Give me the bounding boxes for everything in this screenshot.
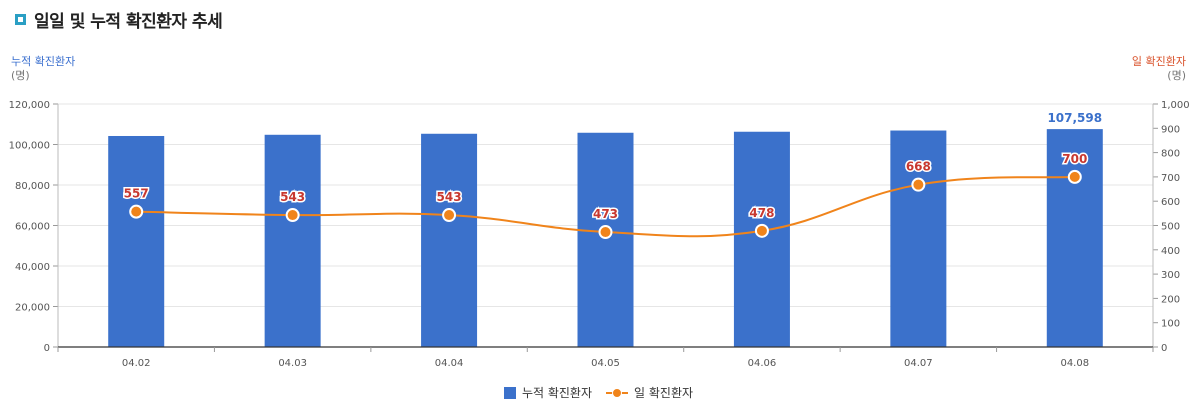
line-data-label: 668 <box>906 160 931 174</box>
bar <box>421 133 478 347</box>
left-tick-label: 80,000 <box>15 181 50 192</box>
chart-header: 일일 및 누적 확진환자 추세 <box>15 7 223 32</box>
right-axis-unit: (명) <box>1167 69 1186 82</box>
right-tick-label: 100 <box>1161 319 1180 330</box>
bar <box>264 134 321 347</box>
right-tick-label: 600 <box>1161 197 1180 208</box>
right-tick-label: 0 <box>1161 343 1167 354</box>
line-point <box>129 204 144 219</box>
legend-label-cumulative: 누적 확진환자 <box>521 386 593 400</box>
right-tick-label: 200 <box>1161 294 1180 305</box>
x-tick-label: 04.07 <box>904 358 933 369</box>
x-tick-label: 04.08 <box>1060 358 1089 369</box>
line-data-label: 473 <box>593 207 618 221</box>
right-tick-label: 700 <box>1161 173 1180 184</box>
right-tick-label: 900 <box>1161 124 1180 135</box>
right-tick-label: 500 <box>1161 222 1180 233</box>
bar <box>1046 129 1103 347</box>
right-axis-label: 일 확진환자 <box>1131 55 1186 68</box>
line-point <box>1067 169 1082 184</box>
bar <box>890 130 947 347</box>
x-tick-label: 04.03 <box>278 358 307 369</box>
left-tick-label: 100,000 <box>9 141 50 152</box>
line-point <box>285 208 300 223</box>
left-tick-label: 60,000 <box>15 222 50 233</box>
line-swatch-icon <box>606 387 629 399</box>
line-data-label: 543 <box>437 190 462 204</box>
x-tick-label: 04.05 <box>591 358 620 369</box>
line-point <box>598 225 613 240</box>
left-axis-unit: (명) <box>11 69 30 82</box>
line-point <box>754 223 769 238</box>
bar-swatch-icon <box>503 386 516 399</box>
bar-data-label: 107,598 <box>1047 111 1102 125</box>
x-tick-label: 04.02 <box>122 358 151 369</box>
line-data-label: 700 <box>1062 152 1087 166</box>
line-point <box>442 208 457 223</box>
left-tick-label: 0 <box>44 343 50 354</box>
right-tick-label: 400 <box>1161 246 1180 257</box>
right-tick-label: 300 <box>1161 270 1180 281</box>
left-axis-title: 누적 확진환자 (명) <box>11 55 75 83</box>
bar <box>733 131 790 347</box>
left-tick-label: 20,000 <box>15 303 50 314</box>
line-data-label: 557 <box>124 187 149 201</box>
x-tick-label: 04.04 <box>435 358 464 369</box>
right-axis-title: 일 확진환자 (명) <box>1132 55 1186 83</box>
line-data-label: 543 <box>280 190 305 204</box>
bar <box>108 135 165 347</box>
chart-title: 일일 및 누적 확진환자 추세 <box>34 12 223 32</box>
right-tick-label: 800 <box>1161 149 1180 160</box>
square-bullet-icon <box>15 14 26 25</box>
left-tick-label: 40,000 <box>15 262 50 273</box>
chart-legend: 누적 확진환자 일 확진환자 <box>0 384 1197 401</box>
bar <box>577 132 634 347</box>
left-tick-label: 120,000 <box>9 100 50 111</box>
line-data-label: 478 <box>749 206 774 220</box>
right-tick-label: 1,000 <box>1161 100 1190 111</box>
legend-item-daily[interactable]: 일 확진환자 <box>606 384 693 401</box>
left-axis-label: 누적 확진환자 <box>11 55 76 68</box>
legend-label-daily: 일 확진환자 <box>634 386 694 400</box>
x-tick-label: 04.06 <box>748 358 777 369</box>
legend-item-cumulative[interactable]: 누적 확진환자 <box>503 384 593 401</box>
line-point <box>911 177 926 192</box>
